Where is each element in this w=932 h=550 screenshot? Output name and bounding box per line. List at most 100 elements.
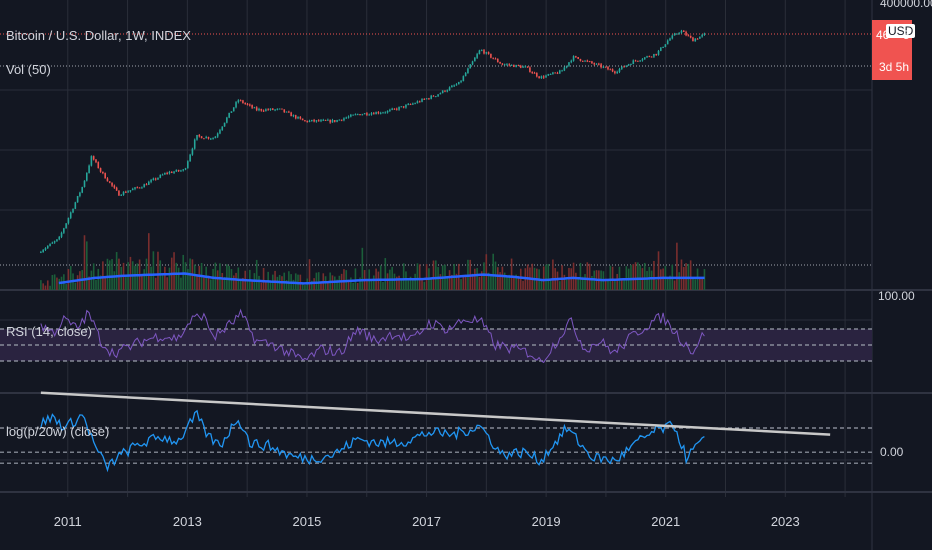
volume-bar bbox=[676, 242, 678, 290]
price-candle bbox=[253, 107, 256, 109]
volume-bar bbox=[338, 275, 341, 290]
volume-bar bbox=[333, 276, 336, 290]
price-candle bbox=[632, 60, 635, 65]
volume-bar bbox=[177, 267, 180, 290]
price-countdown: 3d 5h bbox=[879, 60, 910, 74]
volume-bar bbox=[455, 273, 458, 290]
price-candle bbox=[226, 117, 228, 123]
price-candle bbox=[581, 60, 584, 62]
price-candle bbox=[209, 138, 212, 140]
oscillator-title[interactable]: log(p/20w) (close) bbox=[6, 424, 109, 439]
price-candle bbox=[483, 50, 485, 54]
volume-bar bbox=[655, 279, 658, 290]
price-candle bbox=[159, 175, 162, 178]
price-candle bbox=[598, 63, 600, 65]
price-candle bbox=[522, 66, 524, 68]
price-candle bbox=[324, 119, 327, 121]
volume-bar bbox=[85, 241, 88, 290]
volume-bar bbox=[129, 256, 132, 290]
price-candle bbox=[246, 103, 249, 105]
price-candle bbox=[490, 53, 492, 58]
volume-bar bbox=[49, 285, 51, 290]
price-candle bbox=[540, 76, 543, 79]
volume-bar bbox=[46, 280, 49, 290]
volume-bar bbox=[193, 264, 196, 290]
price-candle bbox=[304, 120, 306, 122]
price-candle bbox=[120, 194, 123, 196]
price-candle bbox=[678, 32, 680, 34]
price-candle bbox=[370, 113, 373, 115]
price-candle bbox=[676, 33, 678, 35]
price-candle bbox=[187, 161, 189, 169]
price-candle bbox=[568, 62, 570, 66]
trendline[interactable] bbox=[40, 391, 831, 436]
x-tick-label: 2013 bbox=[173, 514, 202, 529]
price-candle bbox=[106, 178, 109, 182]
volume-bar bbox=[157, 251, 159, 290]
price-candle bbox=[354, 114, 357, 116]
volume-title[interactable]: Vol (50) bbox=[6, 62, 51, 77]
price-candle bbox=[173, 171, 175, 173]
price-tag[interactable]: 46 USD 5 3d 5h bbox=[872, 20, 916, 80]
volume-bar bbox=[513, 276, 515, 290]
volume-bar bbox=[88, 276, 90, 290]
price-candle bbox=[290, 112, 292, 117]
volume-bar bbox=[347, 280, 350, 290]
volume-bar bbox=[421, 279, 423, 290]
oscillator-axis-label: 0.00 bbox=[880, 445, 904, 459]
price-candle bbox=[499, 62, 501, 64]
price-candle bbox=[51, 242, 54, 244]
volume-bar bbox=[285, 280, 288, 290]
price-candle bbox=[405, 104, 407, 108]
price-candle bbox=[313, 119, 315, 122]
volume-bar bbox=[276, 276, 279, 290]
price-candle bbox=[533, 72, 536, 74]
price-candle bbox=[531, 71, 534, 73]
price-candle bbox=[150, 180, 152, 182]
volume-bar bbox=[175, 262, 178, 290]
volume-bar bbox=[531, 263, 534, 290]
price-candle bbox=[125, 191, 127, 193]
volume-bar bbox=[219, 263, 221, 290]
volume-bar bbox=[487, 272, 490, 290]
price-candle bbox=[152, 178, 155, 181]
volume-bar bbox=[92, 263, 95, 290]
volume-bar bbox=[235, 272, 237, 290]
volume-bar bbox=[673, 280, 676, 290]
price-candle bbox=[579, 58, 582, 61]
volume-bar bbox=[464, 274, 467, 290]
price-candle bbox=[478, 50, 481, 55]
price-candle bbox=[428, 98, 430, 100]
price-candle bbox=[437, 94, 439, 97]
price-candle bbox=[439, 93, 442, 95]
price-candle bbox=[384, 112, 387, 114]
price-candle bbox=[65, 223, 67, 229]
volume-bar bbox=[56, 277, 58, 290]
volume-bar bbox=[67, 269, 70, 290]
price-candle bbox=[193, 139, 196, 149]
price-candle bbox=[219, 130, 221, 134]
symbol-title[interactable]: Bitcoin / U.S. Dollar, 1W, INDEX bbox=[6, 28, 191, 43]
volume-bar bbox=[643, 262, 646, 290]
volume-bar bbox=[577, 277, 579, 290]
volume-bar bbox=[575, 272, 577, 290]
price-candle bbox=[657, 50, 660, 55]
volume-bar bbox=[448, 270, 451, 290]
volume-bar bbox=[232, 275, 235, 290]
price-candle bbox=[572, 56, 575, 61]
price-candle bbox=[306, 120, 309, 122]
price-candle bbox=[591, 61, 593, 64]
price-candle bbox=[471, 61, 474, 65]
price-candle bbox=[317, 120, 320, 122]
rsi-title[interactable]: RSI (14, close) bbox=[6, 324, 92, 339]
price-candle bbox=[359, 114, 361, 116]
volume-bar bbox=[632, 264, 635, 290]
price-currency: USD bbox=[886, 24, 916, 38]
volume-bar bbox=[83, 235, 86, 290]
volume-bar bbox=[320, 282, 322, 290]
price-candle bbox=[549, 73, 552, 75]
volume-bar bbox=[382, 282, 384, 290]
price-candle bbox=[292, 115, 295, 117]
price-candle bbox=[235, 102, 237, 108]
price-candle bbox=[395, 108, 398, 110]
